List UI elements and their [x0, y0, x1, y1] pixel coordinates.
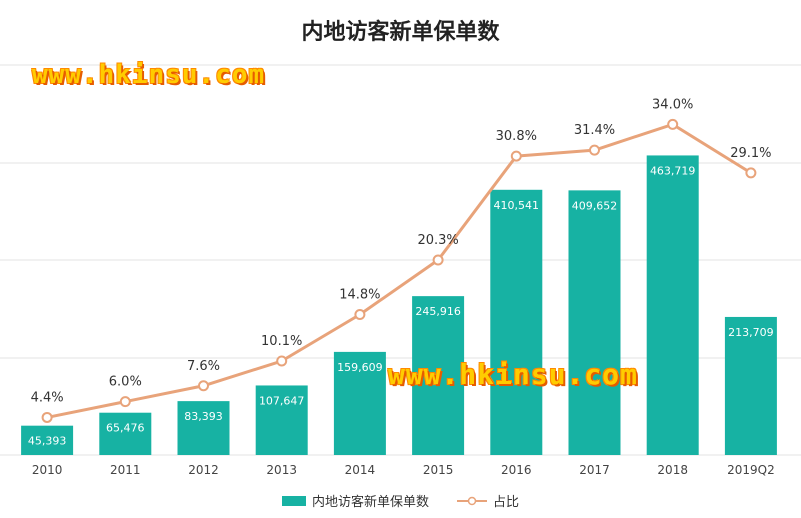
- line-point: [667, 118, 679, 130]
- bar: [490, 189, 543, 455]
- bar: [99, 412, 152, 455]
- legend-label-bars: 内地访客新单保单数: [311, 495, 429, 510]
- legend-item-line: 占比: [457, 491, 519, 510]
- line-value-label: 34.0%: [652, 97, 693, 112]
- bar-value-label: 107,647: [259, 394, 305, 407]
- bar: [646, 155, 699, 455]
- line-point: [432, 254, 444, 266]
- watermark-middle: www.hkinsu.com: [388, 358, 639, 391]
- legend-label-line: 占比: [493, 495, 520, 510]
- data-labels: 45,393 65,476 83,393 107,647 159,609 245,916 4…: [28, 97, 774, 447]
- legend-item-bars: 内地访客新单保单数: [281, 491, 429, 510]
- line-value-label: 31.4%: [574, 123, 615, 138]
- bar: [724, 316, 777, 455]
- x-tick-label: 2014: [345, 463, 376, 477]
- line-point: [276, 355, 288, 367]
- line-value-label: 6.0%: [109, 375, 142, 390]
- line-point: [589, 144, 600, 156]
- bar-value-label: 463,719: [650, 164, 696, 177]
- line-point: [198, 380, 209, 392]
- legend-line-swatch: [457, 496, 487, 505]
- line-path: [46, 122, 752, 419]
- line-value-label: 14.8%: [339, 287, 380, 302]
- bar-value-label: 409,652: [572, 199, 618, 212]
- line-point: [354, 308, 366, 320]
- bar: [177, 401, 230, 455]
- bar-value-label: 83,393: [184, 410, 223, 423]
- bar-value-label: 245,916: [415, 305, 461, 318]
- bar-value-label: 410,541: [494, 199, 540, 212]
- bar-value-label: 159,609: [337, 361, 383, 374]
- line-point: [510, 150, 522, 162]
- x-tick-label: 2019Q2: [727, 463, 775, 477]
- bar: [412, 296, 465, 455]
- x-tick-label: 2017: [579, 463, 610, 477]
- line-point: [745, 167, 757, 179]
- x-tick-label: 2012: [188, 463, 219, 477]
- bar: [21, 425, 74, 455]
- x-axis: 2010 2011 2012 2013 2014 2015 2016 2017 2018 2019…: [32, 463, 775, 477]
- bar: [333, 351, 386, 455]
- x-tick-label: 2018: [657, 463, 688, 477]
- bar: [568, 190, 621, 455]
- line-value-label: 29.1%: [730, 146, 771, 161]
- line-point: [41, 411, 53, 423]
- x-tick-label: 2011: [110, 463, 141, 477]
- line-value-label: 4.4%: [31, 390, 64, 405]
- bar-value-label: 45,393: [28, 435, 67, 448]
- chart-title: 内地访客新单保单数: [301, 20, 500, 45]
- x-tick-label: 2010: [32, 463, 63, 477]
- bar-series: [21, 155, 777, 455]
- bar: [255, 385, 308, 455]
- line-value-label: 7.6%: [187, 359, 220, 374]
- line-value-label: 10.1%: [261, 334, 302, 349]
- line-point: [119, 396, 131, 408]
- bar-value-label: 65,476: [106, 422, 145, 435]
- x-tick-label: 2015: [423, 463, 454, 477]
- x-tick-label: 2013: [266, 463, 297, 477]
- legend-bar-swatch: [281, 495, 306, 506]
- line-value-label: 20.3%: [417, 233, 458, 248]
- bar-value-label: 213,709: [728, 326, 774, 339]
- watermark-top: www.hkinsu.com: [32, 60, 266, 90]
- legend: 内地访客新单保单数 占比: [0, 491, 801, 510]
- legend-line-marker: [467, 496, 477, 505]
- x-tick-label: 2016: [501, 463, 532, 477]
- line-series: [41, 118, 757, 423]
- line-value-label: 30.8%: [496, 129, 537, 144]
